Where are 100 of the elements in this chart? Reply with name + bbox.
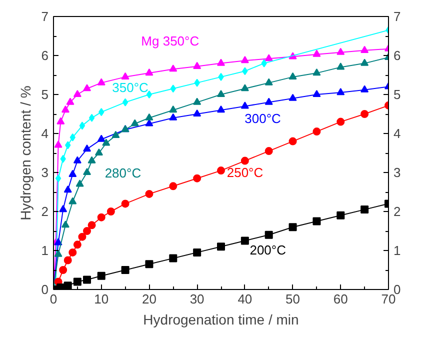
y2-tick-label: 5 [394,87,401,102]
series-label: 280°C [104,166,142,180]
y-tick-label: 1 [41,243,49,258]
point [83,144,91,152]
series-label: 200°C [250,242,286,258]
point [102,138,110,146]
point [56,117,65,124]
x-axis-title: Hydrogenation time / min [143,312,299,328]
point [145,119,154,126]
point [61,106,70,113]
point [79,122,86,130]
point [145,68,154,76]
point [193,248,202,256]
point [288,94,297,101]
point [193,62,202,69]
point [240,236,249,245]
point [70,133,76,142]
y2-tick-label: 4 [394,126,401,141]
point [97,213,106,222]
point [112,130,120,138]
point [360,110,369,118]
y-tick-label: 4 [41,126,49,141]
point [169,254,178,262]
point [261,59,267,68]
y-tick-label: 7 [41,9,49,24]
point [98,108,104,116]
point [217,106,225,113]
point [61,220,70,228]
point [122,98,128,106]
point [240,102,249,109]
point [288,137,297,146]
x-tick-label: 30 [190,292,204,306]
point [288,223,297,232]
y2-tick-label: 7 [394,9,401,24]
point [83,276,91,284]
point [73,240,82,249]
point [68,248,77,256]
point [193,174,202,182]
point [73,278,82,286]
point [360,85,369,92]
point [217,242,225,251]
series-label: Mg 350°C [141,34,200,49]
point [264,230,273,239]
x-tick-label: 50 [286,292,300,306]
point [336,48,345,55]
point [88,221,96,230]
point [83,168,91,176]
x-tick-label: 40 [238,292,252,306]
point [97,134,106,142]
series-label: 350°C [112,80,148,95]
y-axis-title: Hydrogen content / % [17,86,34,220]
point [121,72,130,80]
point [94,148,103,156]
point [193,109,202,117]
point [264,98,273,105]
point [240,84,249,92]
point [217,58,225,66]
point [360,46,369,53]
point [336,211,345,220]
point [130,119,139,126]
y-tick-label: 6 [41,48,49,63]
y-tick-label: 3 [41,165,49,180]
point [59,266,68,274]
point [312,68,321,76]
y2-tick-label: 3 [394,165,401,180]
point [360,206,369,214]
point [64,186,72,193]
point [145,190,154,198]
point [217,166,225,175]
point [97,78,106,86]
point [54,140,62,148]
point [55,174,62,182]
point [312,50,321,57]
point [194,78,200,87]
x-tick-label: 20 [142,292,156,306]
point [64,282,72,290]
point [73,156,82,164]
point [121,266,130,274]
point [97,272,106,280]
point [65,141,71,150]
x-tick-label: 10 [94,292,109,306]
point [68,170,77,177]
point [88,156,96,164]
point [336,88,345,96]
series-label: 300°C [244,110,281,126]
point [242,67,248,76]
point [121,200,130,208]
y-tick-label: 5 [41,87,49,102]
point [78,232,86,241]
point [88,114,95,122]
point [169,182,178,190]
y-tick-label: 0 [41,282,49,297]
point [169,113,178,120]
x-tick-label: 70 [381,292,396,306]
point [264,147,273,156]
point [145,260,154,268]
point [312,217,321,226]
point [64,256,72,264]
point [83,84,91,92]
y2-tick-label: 0 [394,282,401,297]
